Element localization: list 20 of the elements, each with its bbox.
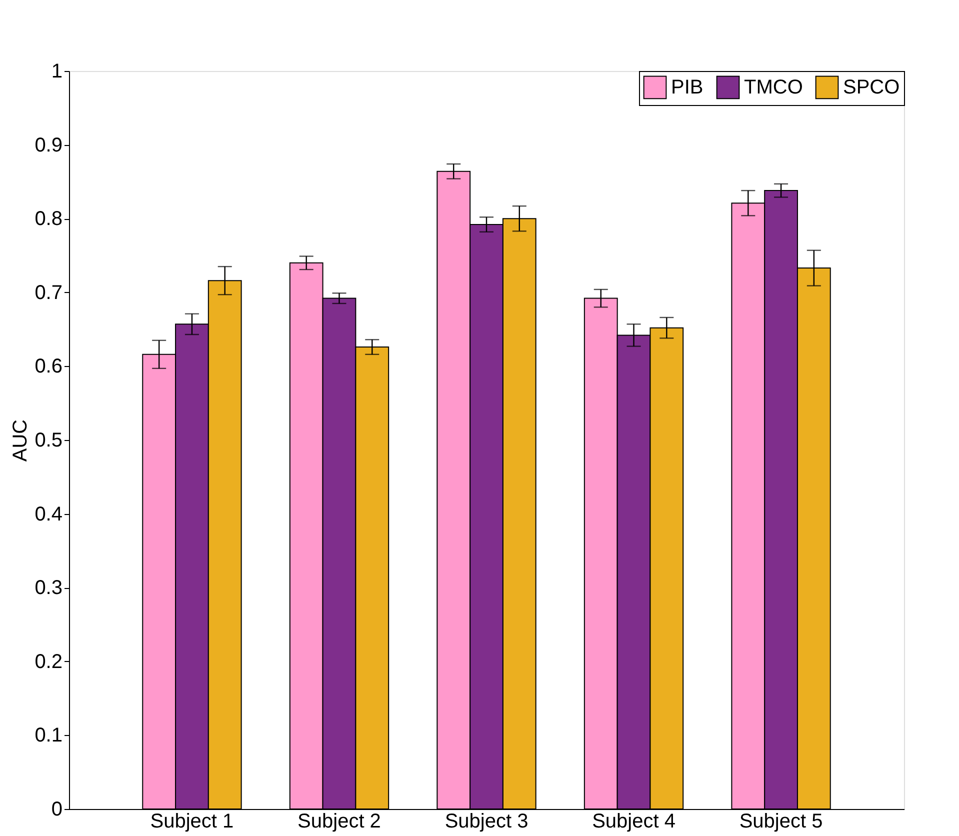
x-tick-label: Subject 4 bbox=[592, 810, 676, 832]
x-tick-label: Subject 1 bbox=[150, 810, 234, 832]
legend-label: SPCO bbox=[843, 76, 900, 98]
y-tick-label: 0.2 bbox=[34, 650, 62, 673]
y-tick-label: 0.5 bbox=[34, 430, 62, 452]
x-tick-label: Subject 2 bbox=[298, 810, 381, 832]
x-tick-label: Subject 5 bbox=[739, 810, 823, 832]
y-tick-label: 1 bbox=[51, 60, 62, 82]
y-tick-label: 0.6 bbox=[34, 356, 62, 378]
x-tick-label: Subject 3 bbox=[444, 810, 528, 832]
y-tick-label: 0.9 bbox=[34, 134, 62, 156]
y-tick-label: 0.7 bbox=[34, 282, 62, 304]
y-tick-label: 0.1 bbox=[34, 724, 62, 747]
y-tick-label: 0 bbox=[51, 798, 62, 820]
y-axis-title: AUC bbox=[10, 419, 32, 462]
y-tick-label: 0.3 bbox=[34, 577, 62, 600]
y-tick-label: 0.4 bbox=[34, 503, 62, 526]
y-tick-label: 0.8 bbox=[34, 208, 62, 230]
legend-label: PIB bbox=[671, 76, 704, 98]
legend-label: TMCO bbox=[744, 76, 803, 98]
